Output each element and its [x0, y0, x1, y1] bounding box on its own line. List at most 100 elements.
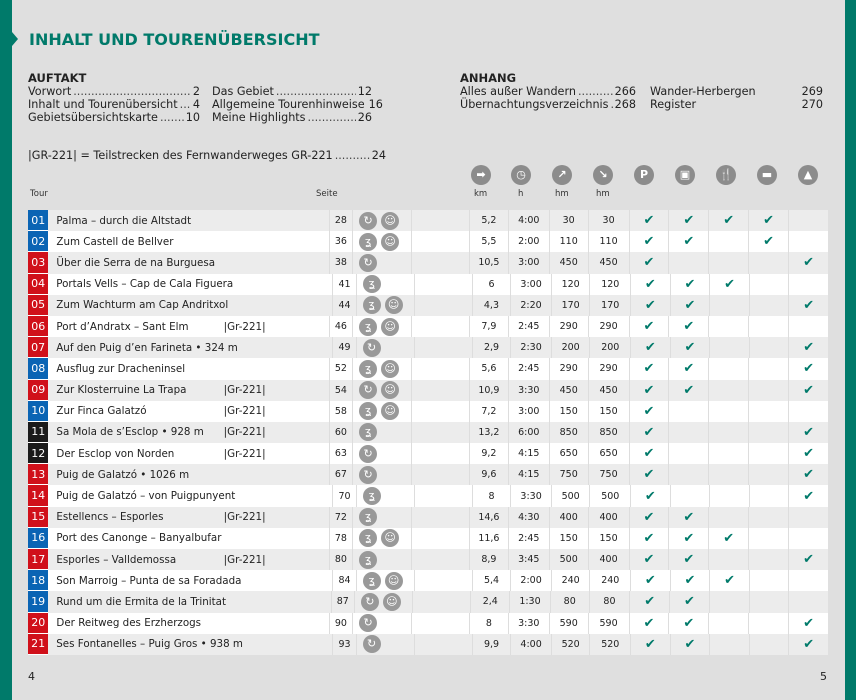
table-row[interactable]: 06 Port d’Andratx – Sant Elm |Gr-221| 46 ʓ ☺ 7…	[28, 315, 828, 338]
tour-name[interactable]: Son Marroig – Punta de sa Foradada	[56, 574, 242, 587]
tour-name[interactable]: Puig de Galatzó – von Puigpunyent	[56, 490, 236, 503]
tour-up: 150	[548, 400, 588, 422]
tour-type-icons: ʓ ☺	[352, 400, 411, 422]
tour-number: 03	[28, 252, 49, 274]
table-row[interactable]: 01 Palma – durch die Altstadt 28 ↻ ☺ 5,2 4:00 3…	[28, 210, 828, 232]
toc-entry[interactable]: Register 270	[650, 98, 823, 111]
facility-accommodation	[748, 294, 789, 316]
tour-name[interactable]: Ausflug zur Dracheninsel	[56, 362, 186, 375]
table-row[interactable]: 11 Sa Mola de s’Esclop • 928 m |Gr-221| 60 ʓ…	[28, 421, 828, 444]
table-row[interactable]: 02 Zum Castell de Bellver 36 ʓ ☺ 5,5 2:00 110 11…	[28, 231, 828, 253]
table-row[interactable]: 05 Zum Wachturm am Cap Andritxol 44 ʓ ☺ 4,3 2:…	[28, 294, 828, 316]
facility-restaurant	[708, 400, 748, 422]
tour-name[interactable]: Port des Canonge – Banyalbufar	[56, 532, 222, 545]
tour-name[interactable]: Palma – durch die Altstadt	[56, 214, 192, 227]
tour-name[interactable]: Puig de Galatzó • 1026 m	[56, 468, 190, 481]
spacer-cell	[410, 549, 469, 571]
table-row[interactable]: 20 Der Reitweg des Erzherzogs 90 ↻ 8 3:30 590 5…	[28, 612, 828, 634]
tour-up: 290	[548, 358, 588, 380]
tour-up: 110	[548, 231, 588, 253]
tour-name[interactable]: Sa Mola de s’Esclop • 928 m	[56, 426, 204, 439]
table-row[interactable]: 03 Über die Serra de na Burguesa 38 ↻ 10,5 3:…	[28, 252, 828, 274]
toc-entry[interactable]: Meine Highlights 26	[212, 111, 372, 124]
toc-entry[interactable]: Vorwort 2	[28, 85, 200, 98]
spacer-cell	[410, 421, 469, 444]
facility-summit	[788, 591, 828, 613]
facility-bus	[669, 485, 710, 507]
tour-name[interactable]: Ses Fontanelles – Puig Gros • 938 m	[56, 638, 243, 651]
table-row[interactable]: 10 Zur Finca Galatzó |Gr-221| 58 ʓ ☺ 7,2 3:00 15…	[28, 400, 828, 422]
tour-name[interactable]: Der Esclop von Norden	[56, 447, 175, 460]
tour-name[interactable]: Esporles – Valldemossa	[56, 553, 177, 566]
table-row[interactable]: 17 Esporles – Valldemossa |Gr-221| 80 ʓ 8,9 3:…	[28, 549, 828, 571]
tour-name[interactable]: Zur Klosterruine La Trapa	[56, 384, 187, 397]
tour-name[interactable]: Zur Finca Galatzó	[56, 405, 147, 418]
bus-icon: ▣	[675, 165, 695, 185]
tour-name[interactable]: Über die Serra de na Burguesa	[56, 256, 216, 269]
tour-type-icons: ʓ	[352, 506, 411, 528]
tour-up: 450	[548, 379, 588, 401]
check-icon: ✔	[643, 509, 655, 525]
tour-km: 8	[471, 485, 511, 507]
ascent-icon: ↗	[552, 165, 572, 185]
tour-km: 9,6	[468, 464, 508, 486]
tour-number: 21	[28, 633, 49, 655]
table-row[interactable]: 09 Zur Klosterruine La Trapa |Gr-221| 54 ↻ ☺ 1…	[28, 379, 828, 401]
toc-entry[interactable]: Allgemeine Tourenhinweise 16	[212, 98, 383, 111]
facility-bus: ✔	[669, 570, 710, 592]
table-row[interactable]: 18 Son Marroig – Punta de sa Foradada 84 ʓ ☺…	[28, 570, 828, 592]
tour-km: 5,2	[468, 210, 508, 232]
tour-page: 54	[328, 379, 352, 401]
facility-bus: ✔	[669, 633, 710, 655]
table-row[interactable]: 08 Ausflug zur Dracheninsel 52 ʓ ☺ 5,6 2:45 290…	[28, 358, 828, 380]
tour-number: 12	[28, 443, 49, 465]
tour-km: 10,9	[468, 379, 508, 401]
tour-type-icons: ↻	[352, 612, 411, 634]
check-icon: ✔	[643, 403, 655, 419]
facility-parking: ✔	[628, 464, 669, 486]
toc-entry[interactable]: Wander-Herbergen 269	[650, 85, 823, 98]
tour-up: 30	[548, 210, 588, 232]
toc-entry-page: 10	[185, 111, 200, 124]
toc-entry[interactable]: Inhalt und Tourenübersicht 4	[28, 98, 200, 111]
table-row[interactable]: 13 Puig de Galatzó • 1026 m 67 ↻ 9,6 4:15 750 7…	[28, 464, 828, 486]
facility-summit: ✔	[788, 443, 828, 465]
tour-name[interactable]: Estellencs – Esporles	[56, 511, 164, 524]
table-row[interactable]: 19 Rund um die Ermita de la Trinitat 87 ↻ ☺ 2…	[28, 591, 828, 613]
facility-restaurant	[709, 633, 749, 655]
tour-dn: 290	[587, 315, 629, 338]
facility-accommodation	[748, 358, 788, 380]
check-icon: ✔	[803, 382, 814, 398]
clock-icon: ◷	[511, 165, 531, 185]
facility-summit: ✔	[788, 464, 828, 486]
tour-page: 90	[328, 612, 352, 634]
tour-name[interactable]: Rund um die Ermita de la Trinitat	[56, 595, 227, 608]
toc-entry[interactable]: Übernachtungsverzeichnis 268	[460, 98, 636, 111]
table-row[interactable]: 14 Puig de Galatzó – von Puigpunyent 70 ʓ 8 3…	[28, 485, 828, 507]
tour-name[interactable]: Der Reitweg des Erzherzogs	[56, 617, 202, 630]
tour-name[interactable]: Zum Castell de Bellver	[56, 235, 174, 248]
facility-parking: ✔	[628, 549, 669, 571]
tour-name[interactable]: Portals Vells – Cap de Cala Figuera	[56, 278, 234, 291]
tour-page: 84	[332, 570, 355, 592]
table-row[interactable]: 04 Portals Vells – Cap de Cala Figuera 41 ʓ…	[28, 273, 828, 295]
tour-name[interactable]: Zum Wachturm am Cap Andritxol	[56, 299, 229, 312]
check-icon: ✔	[803, 615, 814, 631]
round-tour-icon: ↻	[359, 614, 378, 633]
toc-entry[interactable]: Alles außer Wandern 266	[460, 85, 636, 98]
toc-entry[interactable]: Das Gebiet 12	[212, 85, 372, 98]
tour-name[interactable]: Port d’Andratx – Sant Elm	[56, 320, 189, 333]
table-row[interactable]: 16 Port des Canonge – Banyalbufar 78 ʓ ☺ 11,6…	[28, 527, 828, 549]
tour-up: 170	[550, 294, 590, 316]
table-row[interactable]: 07 Auf den Puig d’en Farineta • 324 m 49 ↻ 2…	[28, 337, 828, 359]
spacer-cell	[413, 570, 472, 592]
tour-up: 500	[548, 549, 588, 571]
table-row[interactable]: 21 Ses Fontanelles – Puig Gros • 938 m 93 ↻…	[28, 633, 828, 655]
round-tour-icon: ↻	[359, 253, 378, 272]
tour-type-icons: ↻ ☺	[352, 210, 411, 232]
table-row[interactable]: 15 Estellencs – Esporles |Gr-221| 72 ʓ 14,6 4:…	[28, 506, 828, 528]
facility-restaurant	[708, 612, 748, 634]
table-row[interactable]: 12 Der Esclop von Norden |Gr-221| 63 ↻ 9,2 4:1…	[28, 443, 828, 465]
toc-entry[interactable]: Gebietsübersichtskarte 10	[28, 111, 200, 124]
tour-name[interactable]: Auf den Puig d’en Farineta • 324 m	[56, 341, 238, 354]
